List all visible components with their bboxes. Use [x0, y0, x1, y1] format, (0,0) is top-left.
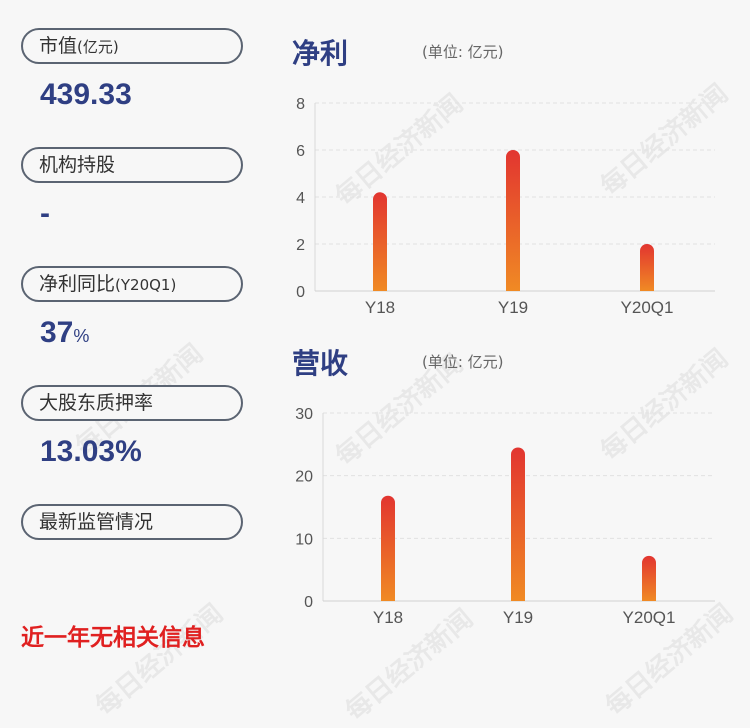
- y-tick-label: 4: [296, 190, 305, 207]
- bar-y19: [511, 447, 525, 601]
- market-cap-pill: 市值(亿元): [21, 28, 243, 64]
- institutional-value: -: [40, 197, 50, 230]
- y-tick-label: 20: [295, 469, 313, 486]
- y-tick-label: 2: [296, 237, 305, 254]
- regulatory-label: 最新监管情况: [39, 511, 154, 533]
- profit-yoy-period: (Y20Q1): [115, 276, 177, 294]
- profit-yoy-label: 净利同比: [39, 273, 116, 295]
- institutional-label: 机构持股: [39, 154, 116, 176]
- y-tick-label: 10: [295, 531, 313, 548]
- x-tick-label: Y19: [498, 298, 528, 317]
- bar-y19: [506, 150, 520, 291]
- stats-panel: 市值(亿元) 439.33 机构持股 - 净利同比(Y20Q1) 37% 大股东…: [0, 0, 270, 676]
- pledge-pill: 大股东质押率: [21, 385, 243, 421]
- pledge-label: 大股东质押率: [39, 392, 154, 414]
- y-tick-label: 0: [296, 284, 305, 301]
- market-cap-label: 市值: [39, 35, 78, 57]
- institutional-pill: 机构持股: [21, 147, 243, 183]
- regulatory-pill: 最新监管情况: [21, 504, 243, 540]
- x-tick-label: Y18: [373, 608, 403, 627]
- x-tick-label: Y19: [503, 608, 533, 627]
- market-cap-unit: (亿元): [77, 38, 119, 56]
- profit-yoy-value: 37%: [40, 316, 89, 350]
- revenue-title: 营收: [292, 347, 349, 380]
- y-tick-label: 6: [296, 143, 305, 160]
- bar-y20q1: [642, 555, 656, 601]
- net-profit-chart: 0 2 4 6 8 Y18 Y19 Y20Q1: [296, 96, 715, 317]
- profit-yoy-pill: 净利同比(Y20Q1): [21, 266, 243, 302]
- net-profit-unit: (单位: 亿元): [422, 43, 504, 61]
- revenue-unit: (单位: 亿元): [422, 353, 504, 371]
- profit-yoy-number: 37: [40, 316, 74, 349]
- y-tick-label: 8: [296, 96, 305, 113]
- y-tick-label: 30: [295, 406, 313, 423]
- x-tick-label: Y18: [365, 298, 395, 317]
- x-tick-label: Y20Q1: [621, 298, 674, 317]
- profit-yoy-unit: %: [73, 326, 90, 346]
- bar-y18: [373, 192, 387, 291]
- pledge-value: 13.03%: [40, 435, 142, 468]
- market-cap-value: 439.33: [40, 78, 132, 111]
- revenue-chart: 0 10 20 30 Y18 Y19 Y20Q1: [295, 406, 715, 627]
- y-tick-label: 0: [304, 594, 313, 611]
- bar-y20q1: [640, 244, 654, 291]
- no-info-notice: 近一年无相关信息: [21, 625, 205, 651]
- x-tick-label: Y20Q1: [623, 608, 676, 627]
- bar-y18: [381, 495, 395, 601]
- net-profit-title: 净利: [292, 37, 349, 70]
